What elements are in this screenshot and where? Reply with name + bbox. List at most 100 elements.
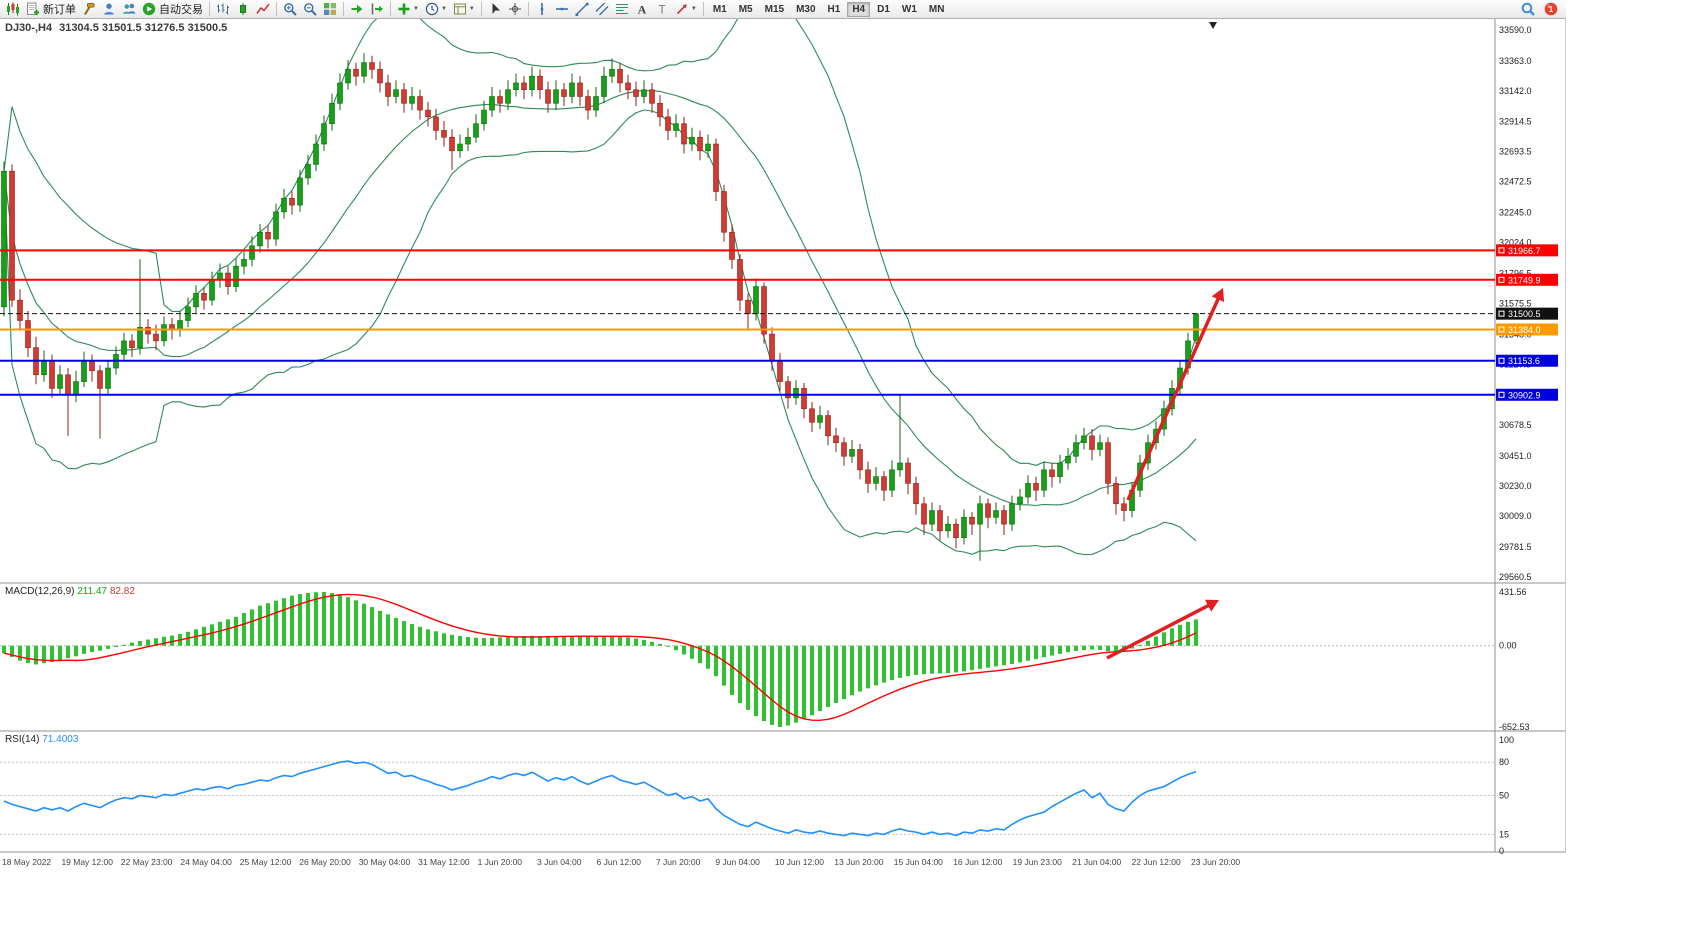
zoom-out-icon <box>304 3 317 16</box>
svg-text:31796.5: 31796.5 <box>1499 268 1532 278</box>
svg-text:18 May 2022: 18 May 2022 <box>2 857 51 867</box>
chart-window-icon <box>7 2 19 16</box>
indicators-icon[interactable]: ▼ <box>394 0 422 19</box>
fibonacci-icon[interactable] <box>612 0 632 19</box>
auto-scroll-icon[interactable] <box>347 0 367 19</box>
tile-windows-icon[interactable] <box>320 0 340 19</box>
bollinger-lower <box>3 109 1197 556</box>
bollinger-upper <box>3 1 1197 466</box>
dropdown-caret-icon: ▼ <box>690 6 697 12</box>
svg-text:15 Jun 04:00: 15 Jun 04:00 <box>894 857 943 867</box>
tools-hammer-icon[interactable] <box>79 0 99 19</box>
time-axis[interactable]: 18 May 2022 19 May 12:00 22 May 23:00 24 Ma… <box>2 857 1240 867</box>
new-order-button[interactable]: 新订单 <box>23 0 79 19</box>
timeframe-w1-button[interactable]: W1 <box>901 3 917 15</box>
timeframe-m30-button[interactable]: M30 <box>796 3 816 15</box>
support-line-1[interactable]: 31153.6 <box>0 354 1558 367</box>
zoom-in-icon[interactable] <box>280 0 300 19</box>
auto-trading-button-label: 自动交易 <box>159 4 203 16</box>
timeframe-h4-button[interactable]: H4 <box>847 1 871 17</box>
rsi-line <box>3 760 1197 837</box>
bollinger-middle <box>3 89 1197 507</box>
resistance-line-1[interactable]: 31966.7 <box>0 244 1558 257</box>
svg-text:15: 15 <box>1499 829 1509 839</box>
chart-shift-icon[interactable] <box>367 0 387 19</box>
templates-icon[interactable]: ▼ <box>450 0 478 19</box>
line-chart-icon[interactable] <box>253 0 273 19</box>
auto-trading-button[interactable]: 自动交易 <box>139 0 206 19</box>
notification-badge: 1 <box>1544 2 1558 16</box>
vertical-line-icon[interactable] <box>532 0 552 19</box>
trendline-icon[interactable] <box>572 0 592 19</box>
svg-text:31575.5: 31575.5 <box>1499 298 1532 308</box>
profile-icon <box>104 3 114 15</box>
horizontal-line-icon[interactable] <box>552 0 572 19</box>
search-icon[interactable] <box>1518 0 1538 19</box>
ohlc-bars-icon[interactable] <box>213 0 233 19</box>
svg-text:10 Jun 12:00: 10 Jun 12:00 <box>775 857 824 867</box>
macd-arrow-up[interactable] <box>1106 599 1219 660</box>
periods-icon[interactable]: ▼ <box>422 0 450 19</box>
current-price-line[interactable]: 31500.5 <box>0 307 1558 320</box>
search-icon <box>1521 2 1535 16</box>
timeframe-h1-button[interactable]: H1 <box>827 3 841 15</box>
svg-text:32024.0: 32024.0 <box>1499 238 1532 248</box>
timeframe-m1-button[interactable]: M1 <box>712 3 727 15</box>
chart-shift-marker[interactable] <box>1209 22 1217 29</box>
crosshair-icon[interactable] <box>505 0 525 19</box>
timeframe-m15-button[interactable]: M15 <box>764 3 785 15</box>
svg-text:31500.5: 31500.5 <box>1508 309 1541 319</box>
tile-windows-icon <box>324 3 336 15</box>
horizontal-lines[interactable]: 31966.7 31749.9 31500.5 31384.0 31153.6 30902… <box>0 244 1558 401</box>
svg-text:32245.0: 32245.0 <box>1499 208 1532 218</box>
svg-text:33363.0: 33363.0 <box>1499 56 1532 66</box>
svg-text:32914.5: 32914.5 <box>1499 117 1532 127</box>
svg-text:30902.9: 30902.9 <box>1508 390 1541 400</box>
svg-text:26 May 20:00: 26 May 20:00 <box>299 857 351 867</box>
periods-icon <box>425 2 439 16</box>
cursor-icon[interactable] <box>485 0 505 19</box>
resistance-line-2[interactable]: 31749.9 <box>0 273 1558 286</box>
accounts-icon[interactable] <box>119 0 139 19</box>
timeframe-m5-button[interactable]: M5 <box>738 3 753 15</box>
tools-hammer-icon <box>84 3 95 16</box>
chart-window-icon[interactable] <box>3 0 23 19</box>
svg-text:30451.0: 30451.0 <box>1499 451 1532 461</box>
svg-text:30009.0: 30009.0 <box>1499 511 1532 521</box>
pivot-line[interactable]: 31384.0 <box>0 323 1558 336</box>
timeframe-d1-button[interactable]: D1 <box>877 3 890 15</box>
rsi-axis[interactable]: 100 80 50 15 0 <box>1499 735 1514 856</box>
trend-arrow-up[interactable] <box>1126 288 1225 501</box>
support-line-2[interactable]: 30902.9 <box>0 388 1558 401</box>
svg-text:31384.0: 31384.0 <box>1508 325 1541 335</box>
candlestick-chart-icon[interactable] <box>233 0 253 19</box>
svg-text:431.56: 431.56 <box>1499 587 1527 597</box>
label-icon[interactable]: T <box>652 0 672 19</box>
text-icon[interactable]: A <box>632 0 652 19</box>
svg-text:32472.5: 32472.5 <box>1499 177 1532 187</box>
zoom-out-icon[interactable] <box>300 0 320 19</box>
svg-text:31 May 12:00: 31 May 12:00 <box>418 857 470 867</box>
notification-badge[interactable]: 1 <box>1541 0 1561 19</box>
svg-text:21 Jun 04:00: 21 Jun 04:00 <box>1072 857 1121 867</box>
svg-text:-652.53: -652.53 <box>1499 722 1530 732</box>
svg-text:24 May 04:00: 24 May 04:00 <box>180 857 232 867</box>
price-axis[interactable]: 33590.0 33363.0 33142.0 32914.5 32693.5 32472… <box>1499 25 1532 582</box>
svg-text:7 Jun 20:00: 7 Jun 20:00 <box>656 857 701 867</box>
toolbar-left-group: 新订单 自动交易 ▼ ▼ ▼ A T ▼ <box>3 0 707 19</box>
timeframe-mn-button[interactable]: MN <box>928 3 945 15</box>
arrows-tool-icon <box>676 4 687 15</box>
dropdown-caret-icon: ▼ <box>440 6 447 12</box>
svg-text:0.00: 0.00 <box>1499 641 1517 651</box>
macd-axis[interactable]: 431.56 0.00 -652.53 <box>1499 587 1530 732</box>
zoom-in-icon <box>284 3 297 16</box>
profile-icon[interactable] <box>99 0 119 19</box>
templates-icon <box>453 3 466 15</box>
equidistant-channel-icon[interactable] <box>592 0 612 19</box>
arrows-tool-icon[interactable]: ▼ <box>672 0 700 19</box>
accounts-icon <box>123 3 136 14</box>
svg-text:29781.5: 29781.5 <box>1499 542 1532 552</box>
svg-text:29560.5: 29560.5 <box>1499 572 1532 582</box>
svg-text:A: A <box>638 3 647 17</box>
